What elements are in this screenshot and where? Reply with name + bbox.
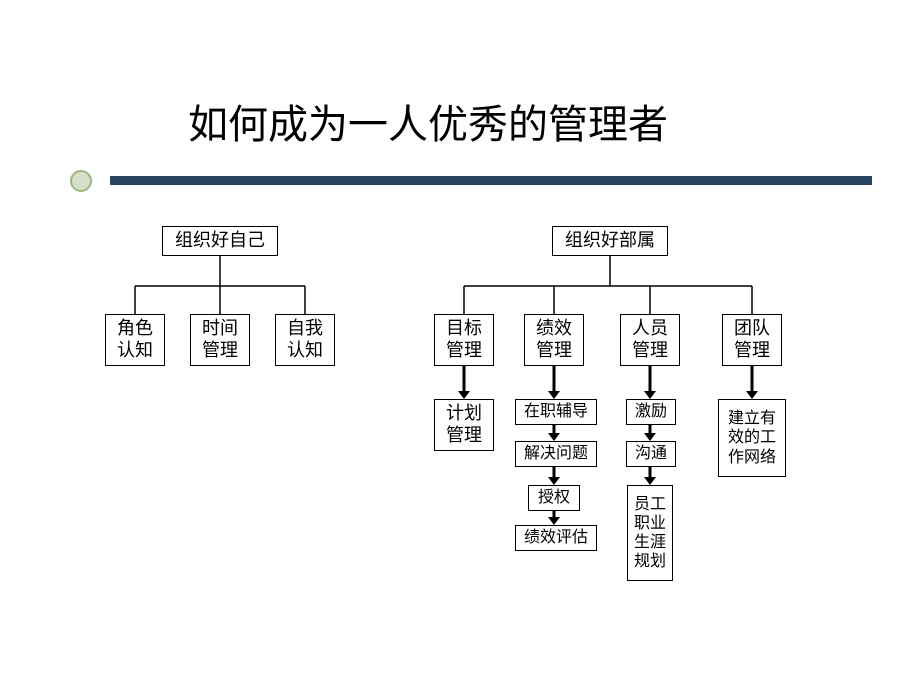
node-r2b: 解决问题	[515, 441, 597, 467]
node-left_root: 组织好自己	[162, 226, 278, 256]
node-r2a: 在职辅导	[515, 399, 597, 425]
title-separator	[110, 176, 872, 185]
node-right_root: 组织好部属	[552, 226, 668, 256]
node-r2d: 绩效评估	[515, 525, 597, 551]
node-r3c: 员工 职业 生涯 规划	[627, 485, 673, 581]
node-r1: 目标 管理	[434, 314, 494, 366]
node-l1: 角色 认知	[105, 314, 165, 366]
node-r2: 绩效 管理	[524, 314, 584, 366]
node-r3b: 沟通	[626, 441, 676, 467]
node-r1a: 计划 管理	[434, 399, 494, 451]
node-r2c: 授权	[528, 485, 580, 511]
node-r3: 人员 管理	[620, 314, 680, 366]
node-l3: 自我 认知	[275, 314, 335, 366]
slide-title: 如何成为一人优秀的管理者	[188, 92, 668, 150]
node-r3a: 激励	[626, 399, 676, 425]
node-r4: 团队 管理	[722, 314, 782, 366]
node-l2: 时间 管理	[190, 314, 250, 366]
node-r4a: 建立有 效的工 作网络	[718, 399, 786, 477]
title-bullet	[70, 170, 92, 192]
